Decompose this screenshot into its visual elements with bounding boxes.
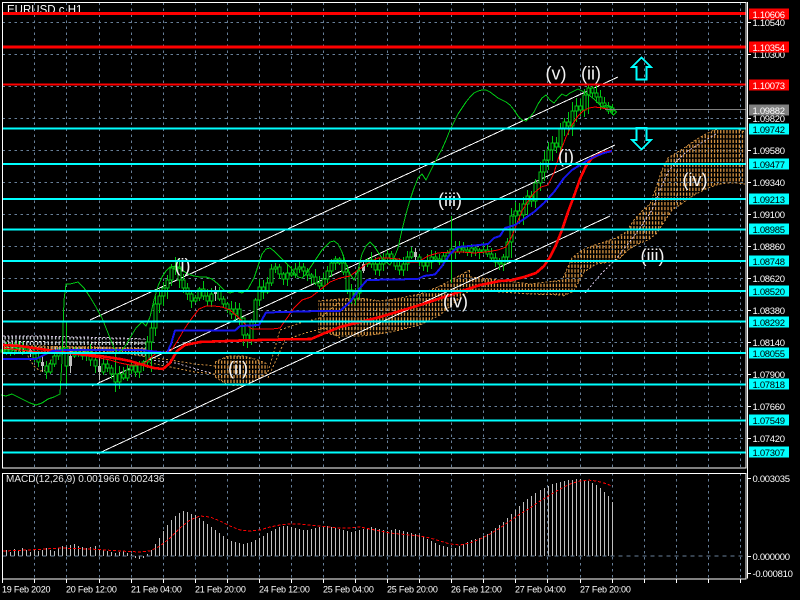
svg-text:21 Feb 04:00: 21 Feb 04:00 (131, 585, 182, 595)
svg-text:1.09580: 1.09580 (753, 146, 785, 157)
svg-text:1.07420: 1.07420 (753, 434, 785, 445)
svg-text:(i): (i) (558, 147, 574, 167)
svg-text:1.08985: 1.08985 (753, 225, 785, 236)
svg-text:1.08620: 1.08620 (753, 274, 785, 285)
svg-text:1.10354: 1.10354 (753, 43, 785, 54)
svg-text:1.07307: 1.07307 (753, 448, 785, 459)
svg-text:(iv): (iv) (683, 170, 708, 190)
svg-text:1.07549: 1.07549 (753, 416, 785, 427)
svg-text:21 Feb 20:00: 21 Feb 20:00 (195, 585, 246, 595)
svg-text:(ii): (ii) (581, 64, 601, 84)
svg-text:1.09340: 1.09340 (753, 178, 785, 189)
svg-text:1.09213: 1.09213 (753, 195, 785, 206)
svg-text:19 Feb 2020: 19 Feb 2020 (2, 585, 51, 595)
svg-text:(v): (v) (546, 64, 567, 84)
svg-text:24 Feb 12:00: 24 Feb 12:00 (259, 585, 310, 595)
svg-text:MACD(12,26,9) 0.001966 0.00243: MACD(12,26,9) 0.001966 0.002436 (6, 474, 165, 485)
svg-text:1.08520: 1.08520 (753, 287, 785, 298)
svg-text:1.08380: 1.08380 (753, 306, 785, 317)
svg-text:1.08860: 1.08860 (753, 242, 785, 253)
svg-text:1.08055: 1.08055 (753, 349, 785, 360)
svg-text:27 Feb 20:00: 27 Feb 20:00 (580, 585, 631, 595)
svg-text:1.09820: 1.09820 (753, 114, 785, 125)
svg-text:25 Feb 20:00: 25 Feb 20:00 (387, 585, 438, 595)
svg-text:20 Feb 12:00: 20 Feb 12:00 (66, 585, 117, 595)
svg-text:1.08748: 1.08748 (753, 257, 785, 268)
svg-text:1.09100: 1.09100 (753, 210, 785, 221)
svg-text:1.09477: 1.09477 (753, 160, 785, 171)
svg-text:25 Feb 04:00: 25 Feb 04:00 (323, 585, 374, 595)
svg-text:27 Feb 04:00: 27 Feb 04:00 (515, 585, 566, 595)
svg-text:1.09742: 1.09742 (753, 125, 785, 136)
svg-text:-0.000810: -0.000810 (753, 569, 793, 580)
svg-text:1.10540: 1.10540 (753, 18, 785, 29)
svg-text:0.000000: 0.000000 (753, 552, 790, 563)
svg-text:1.07818: 1.07818 (753, 380, 785, 391)
svg-text:1.07900: 1.07900 (753, 370, 785, 381)
svg-text:1.08140: 1.08140 (753, 338, 785, 349)
svg-text:1.09882: 1.09882 (753, 106, 785, 117)
svg-text:(iii): (iii) (641, 246, 665, 266)
svg-text:26 Feb 12:00: 26 Feb 12:00 (451, 585, 502, 595)
svg-text:1.10073: 1.10073 (753, 81, 785, 92)
svg-text:(i): (i) (175, 256, 191, 276)
svg-text:1.10606: 1.10606 (753, 10, 785, 21)
svg-text:1.08292: 1.08292 (753, 318, 785, 329)
svg-text:0.003035: 0.003035 (753, 474, 790, 485)
svg-text:1.07660: 1.07660 (753, 402, 785, 413)
svg-text:1.10300: 1.10300 (753, 50, 785, 61)
svg-text:(ii): (ii) (228, 359, 248, 379)
svg-text:(iv): (iv) (443, 292, 468, 312)
